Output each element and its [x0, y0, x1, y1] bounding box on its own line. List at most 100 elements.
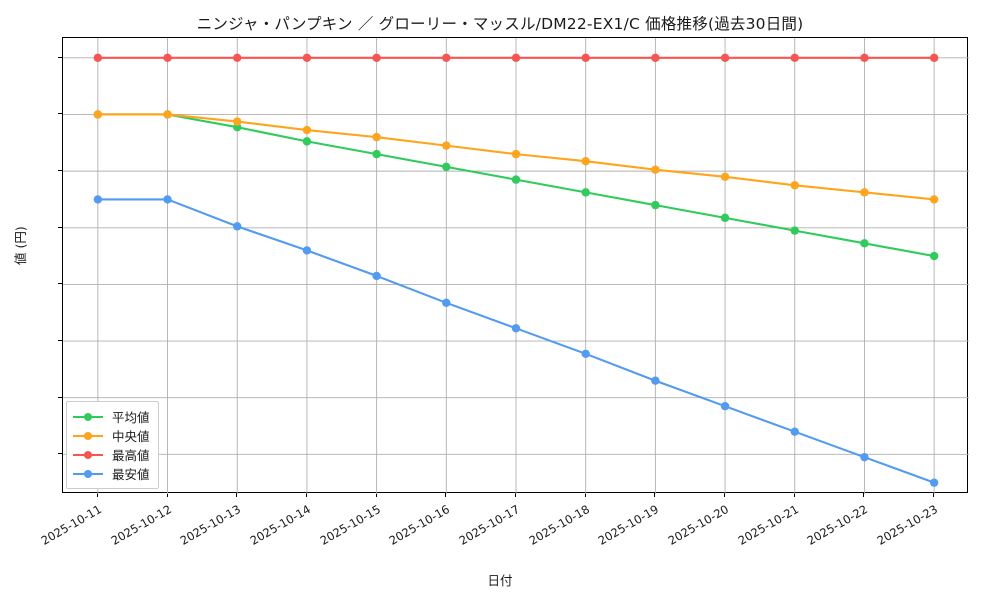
legend-swatch-icon	[73, 410, 103, 424]
data-point	[720, 53, 730, 63]
data-point	[581, 349, 590, 359]
data-series	[93, 195, 939, 487]
data-point	[790, 181, 799, 190]
x-tick-mark	[236, 493, 238, 497]
chart-legend: 平均値中央値最高値最安値	[66, 401, 159, 489]
data-point	[790, 53, 799, 63]
plot-area	[62, 37, 969, 494]
y-tick-mark	[58, 340, 62, 342]
data-series-layer	[93, 53, 939, 487]
data-point	[929, 478, 939, 487]
data-point	[302, 137, 312, 146]
y-tick-mark	[58, 453, 62, 455]
x-tick-label: 2025-10-17	[456, 502, 522, 548]
data-point	[860, 239, 869, 248]
data-point	[93, 110, 103, 119]
x-tick-label: 2025-10-15	[317, 502, 383, 548]
data-point	[651, 53, 660, 63]
legend-swatch-icon	[73, 467, 103, 481]
x-tick-mark	[863, 493, 865, 497]
data-point	[929, 251, 939, 261]
data-point	[372, 132, 381, 142]
legend-item[interactable]: 平均値	[73, 407, 150, 426]
x-tick-mark	[654, 493, 656, 497]
x-tick-label: 2025-10-18	[526, 502, 592, 548]
y-axis-label: 値 (円)	[13, 226, 28, 265]
data-point	[790, 226, 799, 235]
data-point	[372, 53, 381, 63]
data-series	[93, 110, 939, 261]
data-point	[511, 53, 521, 63]
x-tick-label: 2025-10-12	[108, 502, 174, 548]
x-tick-label: 2025-10-19	[596, 502, 662, 548]
data-point	[581, 188, 590, 197]
data-point	[93, 195, 103, 204]
x-tick-mark	[584, 493, 586, 497]
data-point	[233, 117, 242, 126]
data-point	[93, 53, 103, 63]
y-tick-mark	[58, 396, 62, 398]
data-point	[302, 125, 312, 135]
x-tick-label: 2025-10-20	[665, 502, 732, 548]
legend-swatch-icon	[73, 448, 103, 462]
data-series	[93, 53, 939, 63]
data-point	[511, 175, 521, 184]
data-point	[651, 165, 660, 174]
data-point	[929, 195, 939, 204]
x-tick-label: 2025-10-16	[386, 502, 453, 548]
y-tick-mark	[58, 56, 62, 58]
data-point	[442, 298, 451, 308]
legend-swatch-icon	[73, 429, 103, 443]
x-tick-label: 2025-10-11	[38, 502, 104, 548]
grid-lines	[63, 38, 969, 494]
legend-label: 最高値	[112, 448, 150, 463]
x-tick-mark	[515, 493, 516, 497]
legend-item[interactable]: 最高値	[73, 445, 150, 464]
data-point	[442, 53, 451, 63]
data-point	[302, 246, 312, 255]
x-tick-mark	[933, 493, 935, 497]
chart-title: ニンジャ・パンプキン ／ グローリー・マッスル/DM22-EX1/C 価格推移(…	[196, 15, 804, 33]
y-tick-mark	[58, 226, 62, 228]
data-point	[372, 271, 381, 281]
x-tick-label: 2025-10-13	[177, 502, 244, 548]
x-tick-mark	[305, 493, 307, 497]
x-tick-label: 2025-10-23	[874, 502, 941, 548]
data-point	[233, 53, 242, 63]
data-series	[93, 110, 939, 204]
data-point	[720, 213, 730, 223]
x-tick-mark	[793, 493, 795, 497]
legend-label: 最安値	[112, 467, 150, 482]
x-tick-mark	[445, 493, 447, 497]
data-point	[511, 149, 521, 159]
x-tick-mark	[96, 493, 98, 497]
data-point	[651, 376, 660, 385]
y-tick-mark	[58, 170, 62, 172]
legend-label: 平均値	[112, 410, 150, 425]
data-point	[581, 53, 590, 63]
x-axis-label: 日付	[487, 573, 513, 588]
data-point	[233, 222, 242, 231]
data-point	[720, 172, 730, 181]
data-point	[163, 195, 172, 204]
legend-label: 中央値	[112, 429, 150, 444]
data-point	[651, 200, 660, 210]
legend-item[interactable]: 中央値	[73, 426, 150, 445]
legend-item[interactable]: 最安値	[73, 464, 150, 483]
x-tick-label: 2025-10-21	[735, 502, 801, 548]
data-point	[511, 324, 521, 333]
data-point	[302, 53, 312, 63]
x-tick-label: 2025-10-14	[247, 502, 313, 548]
data-point	[442, 141, 451, 150]
data-point	[720, 401, 730, 411]
y-tick-mark	[58, 113, 62, 115]
x-tick-mark	[166, 493, 168, 497]
x-tick-mark	[375, 493, 377, 497]
y-tick-mark	[58, 283, 62, 285]
data-point	[860, 53, 869, 63]
x-tick-mark	[724, 493, 726, 497]
data-point	[790, 427, 799, 436]
x-tick-label: 2025-10-22	[805, 502, 871, 548]
data-point	[163, 110, 172, 119]
